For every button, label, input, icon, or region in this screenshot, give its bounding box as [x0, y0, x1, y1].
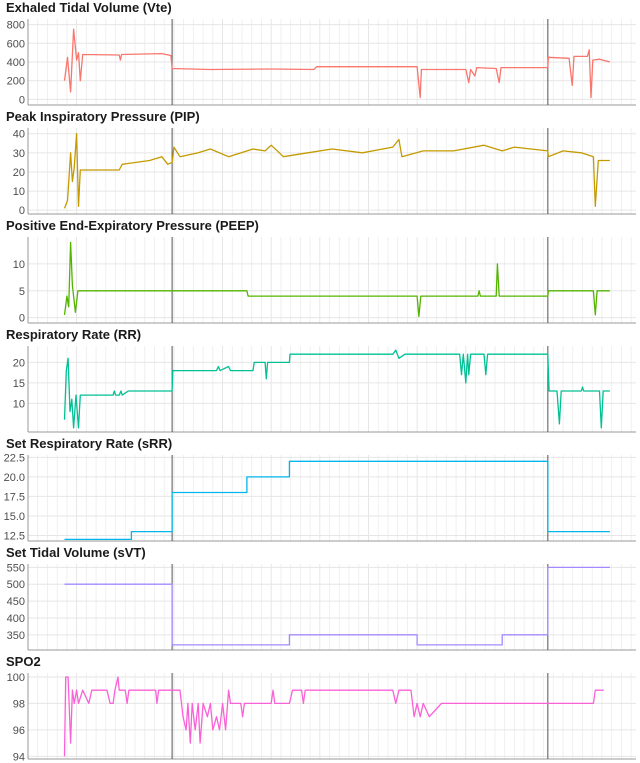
plot-area: 0 5 10 [13, 237, 636, 325]
y-tick-label: 100 [7, 672, 25, 684]
panel-title: SPO2 [6, 654, 41, 669]
panel-6: SPO2 94 96 98 100 [0, 654, 640, 763]
y-tick-label: 0 [19, 94, 25, 106]
panel-2: Positive End-Expiratory Pressure (PEEP) 0… [0, 218, 640, 327]
panel-title: Positive End-Expiratory Pressure (PEEP) [6, 218, 259, 233]
panel-1: Peak Inspiratory Pressure (PIP) 0 10 20 30 40 [0, 109, 640, 218]
series-line [63, 349, 610, 429]
series-line [63, 28, 611, 99]
y-tick-label: 20.0 [4, 472, 25, 484]
y-tick-label: 98 [13, 698, 25, 710]
y-tick-label: 15 [13, 378, 25, 390]
y-tick-label: 400 [7, 613, 25, 625]
series-line [63, 676, 604, 757]
plot-area: 10 15 20 [13, 346, 636, 433]
panel-title: Exhaled Tidal Volume (Vte) [6, 0, 172, 15]
y-tick-label: 40 [13, 129, 25, 141]
y-tick-label: 12.5 [4, 531, 25, 543]
y-tick-label: 450 [7, 596, 25, 608]
panel-title: Set Tidal Volume (sVT) [6, 545, 146, 560]
y-tick-label: 22.5 [4, 453, 25, 464]
y-tick-label: 500 [7, 579, 25, 591]
plot-area: 350 400 450 500 550 [7, 562, 636, 651]
y-tick-label: 550 [7, 562, 25, 574]
plot-area: 12.5 15.0 17.5 20.0 22.5 [4, 453, 636, 543]
y-tick-label: 400 [7, 57, 25, 69]
y-tick-label: 20 [13, 357, 25, 369]
series-line [63, 133, 610, 209]
y-tick-label: 30 [13, 148, 25, 160]
plot-area: 94 96 98 100 [7, 672, 636, 761]
y-tick-label: 20 [13, 167, 25, 179]
y-tick-label: 800 [7, 20, 25, 32]
y-tick-label: 0 [19, 313, 25, 325]
y-tick-label: 17.5 [4, 491, 25, 503]
y-tick-label: 350 [7, 630, 25, 642]
y-tick-label: 0 [19, 205, 25, 216]
panel-title: Set Respiratory Rate (sRR) [6, 436, 173, 451]
y-tick-label: 96 [13, 725, 25, 737]
series-line [64, 460, 610, 541]
series-line [63, 241, 610, 318]
panel-title: Respiratory Rate (RR) [6, 327, 142, 342]
y-tick-label: 5 [19, 286, 25, 298]
series-line [64, 566, 610, 646]
panel-4: Set Respiratory Rate (sRR) 12.5 15.0 17.5 20… [0, 436, 640, 545]
y-tick-label: 15.0 [4, 511, 25, 523]
y-tick-label: 10 [13, 259, 25, 271]
y-tick-label: 200 [7, 76, 25, 88]
plot-area: 0 10 20 30 40 [13, 128, 636, 216]
plot-area: 0 200 400 600 800 [7, 19, 636, 106]
y-tick-label: 600 [7, 38, 25, 50]
panel-5: Set Tidal Volume (sVT) 350 400 450 500 550 [0, 545, 640, 654]
y-tick-label: 10 [13, 398, 25, 410]
panel-0: Exhaled Tidal Volume (Vte) 0 200 400 600 800 [0, 0, 640, 109]
panel-title: Peak Inspiratory Pressure (PIP) [6, 109, 200, 124]
panel-3: Respiratory Rate (RR) 10 15 20 [0, 327, 640, 436]
y-tick-label: 94 [13, 751, 25, 761]
y-tick-label: 10 [13, 186, 25, 198]
